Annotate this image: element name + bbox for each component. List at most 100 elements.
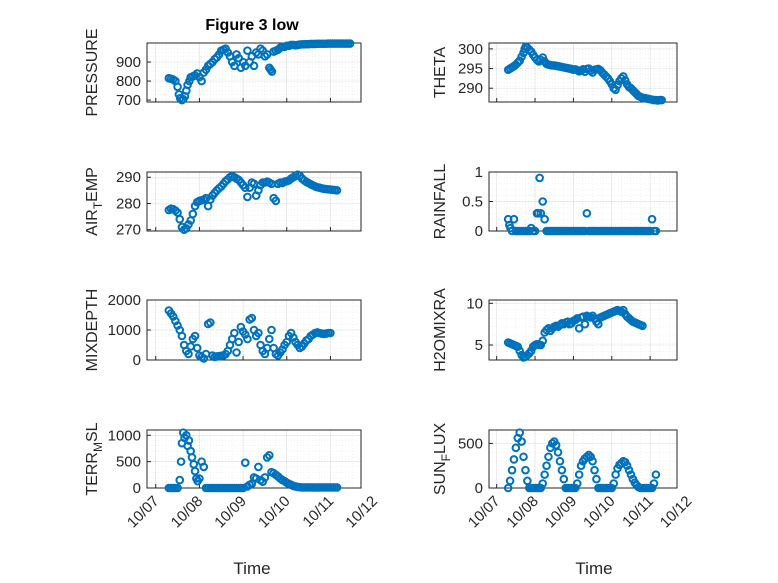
data-point [538,336,548,346]
y-tick-label: 290 [458,80,483,97]
data-point [176,457,186,466]
y-axis-label-subscript: F [439,454,453,461]
data-point [509,214,519,224]
data-point [651,470,661,479]
data-point [192,343,202,353]
data-point [173,483,182,493]
subplot-air: 270 280 290 AIRTEMP [84,167,362,239]
y-tick-label: 0 [133,480,141,497]
data-point [572,479,582,488]
data-point [571,483,580,493]
y-tick-label: 290 [116,169,141,186]
y-tick-label: 0 [475,223,483,240]
data-point [515,346,524,356]
data-point [175,214,185,224]
x-tick-label: 10/08 [168,493,207,532]
data-point [536,340,546,350]
axes-box [146,42,362,103]
data-point [251,474,261,483]
y-tick-label: 500 [116,454,141,471]
data-point [647,483,657,493]
data-point [509,455,519,464]
y-axis-label: SUNFLUX [432,423,453,496]
data-point [515,428,524,437]
y-tick-label: 500 [458,435,483,452]
data-point [592,474,601,484]
y-axis-label-text: PRESSURE [84,28,101,116]
data-point [540,470,549,479]
data-point [559,474,569,484]
data-point [517,437,526,446]
y-tick-label: 300 [458,41,483,58]
data-point [580,319,590,329]
data-point [555,456,565,466]
data-point [588,456,597,466]
data-point [197,76,206,86]
y-tick-label: 0 [475,480,483,497]
y-axis-label: TERRMSL [84,422,105,495]
data-point [254,462,263,472]
data-point [657,95,666,105]
data-point [243,192,252,202]
x-axis-label-right: Time [575,559,612,578]
data-point [538,197,548,206]
y-tick-label: 1000 [108,322,141,339]
data-point [173,82,182,92]
data-point [513,342,523,351]
data-point [622,461,632,470]
data-point [249,61,259,71]
data-point [536,209,546,218]
y-axis-label-suffix: LUX [432,423,449,454]
data-point [553,448,563,457]
y-axis-label-subscript: M [91,442,105,452]
y-axis-label-text: RAINFALL [432,164,449,240]
y-axis-label-text: SUN [432,461,449,495]
y-axis-label: MIXDEPTH [84,289,101,372]
y-tick-label: 700 [116,92,141,109]
y-tick-label: 900 [116,54,141,71]
y-tick-label: 0.5 [462,194,483,211]
data-point [649,479,659,488]
data-point [519,452,528,462]
data-point [511,443,521,453]
subplot-h2omixra: 5 10 H2OMIXRA [432,288,678,372]
data-point [199,462,209,472]
data-point [590,465,599,475]
data-point [247,313,257,323]
x-tick-label: 10/12 [342,493,381,532]
data-point [542,461,551,470]
data-point [238,483,248,493]
subplot-sun: 0 500 10/07 10/08 10/09 10/10 10/11 10/12 SUNFLU… [432,423,695,532]
data-point [243,46,252,55]
data-point [576,461,586,470]
subplot-pressure: 700 800 900 PRESSURE [84,28,362,117]
x-tick-label: 10/09 [211,493,250,532]
data-point [540,214,549,224]
subplot-mixdepth: 0 1000 2000 MIXDEPTH [84,289,362,372]
data-point [175,475,185,485]
data-point [188,209,198,219]
y-tick-label: 800 [116,73,141,90]
data-point [206,318,215,327]
data-point [267,67,277,76]
data-point [195,474,204,483]
y-axis-label-subscript: T [91,201,105,209]
y-axis-label-text: TERR [84,452,101,496]
y-axis-label-text: AIR [84,209,101,236]
data-point [535,173,544,183]
axes-box [488,171,678,232]
data-point [624,465,634,475]
data-point [177,331,187,341]
data-point [574,324,584,333]
data-point [647,214,657,224]
data-point [234,337,244,347]
data-point [232,348,241,357]
data-point [190,331,200,341]
data-point [332,483,342,492]
y-axis-label-suffix: SL [84,422,101,442]
data-point [638,321,647,331]
y-axis-label-text: MIXDEPTH [84,289,101,372]
data-point [530,226,540,236]
y-tick-label: 5 [475,337,483,354]
